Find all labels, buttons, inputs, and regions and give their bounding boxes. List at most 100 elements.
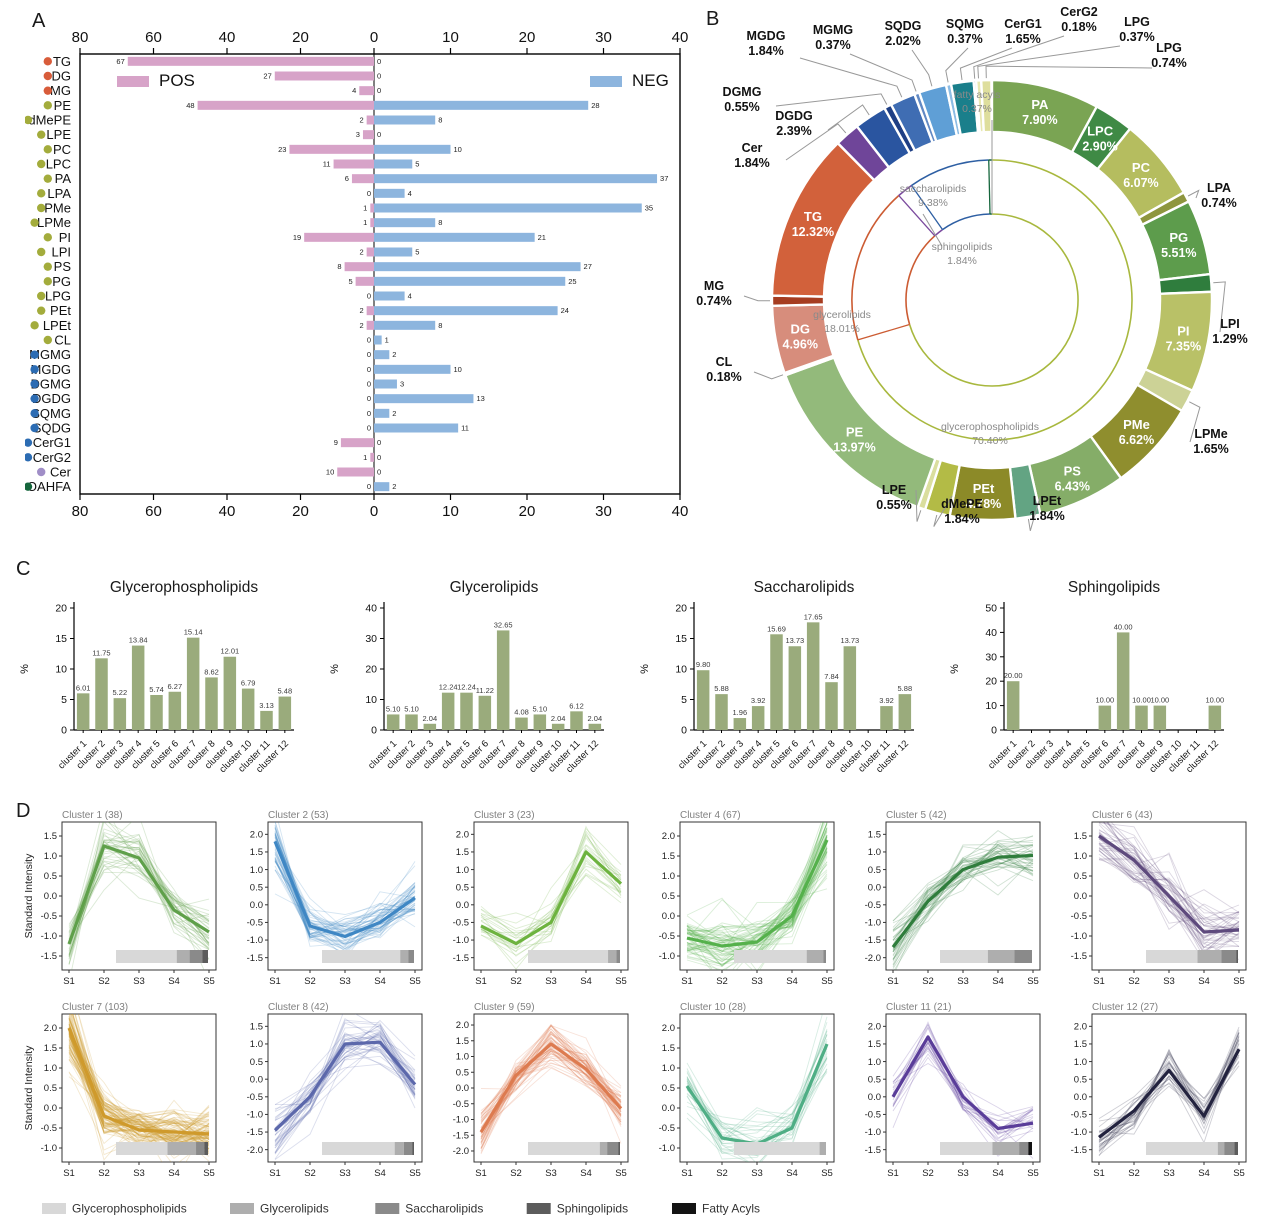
- value-pos: 6: [345, 174, 349, 183]
- segment-name: DG: [790, 321, 810, 336]
- bar-neg: [374, 320, 436, 330]
- bar-cluster 7: [186, 637, 200, 730]
- value-neg: 37: [660, 174, 668, 183]
- y-tick-label: -1.0: [247, 1110, 263, 1121]
- category-label: MG: [50, 83, 71, 98]
- category-label: SQMG: [31, 406, 71, 421]
- row-MG: MG 4 0: [43, 83, 381, 98]
- bar-cluster 4: [751, 706, 765, 730]
- y-tick-label: -1.0: [659, 1143, 675, 1154]
- y-tick-label: 0.0: [1074, 891, 1087, 902]
- bar-pos: [197, 100, 374, 110]
- segment-name: LPG: [1124, 15, 1150, 29]
- y-tick-label: 1.5: [662, 1043, 675, 1054]
- category-label: PS: [54, 259, 72, 274]
- pos-swatch: [117, 76, 149, 87]
- y-tick-label: 1.0: [662, 1063, 675, 1074]
- plot-border: [473, 821, 629, 971]
- y-tick-label: 0.5: [1074, 1074, 1087, 1085]
- lines-group: [1098, 822, 1240, 963]
- row-DGDG: DGDG 0 13: [30, 391, 485, 406]
- y-tick-label: 1.0: [44, 851, 57, 862]
- row-LPC: LPC 11 5: [37, 157, 419, 172]
- composition-segment: [322, 950, 401, 963]
- mean-line: [891, 853, 1034, 949]
- tick-label: 80: [72, 29, 89, 46]
- category-label: MGMG: [29, 347, 71, 362]
- bar-value: 12.24: [439, 683, 458, 692]
- value-pos: 10: [326, 468, 334, 477]
- category-dot: [37, 189, 46, 198]
- legend-item: Sphingolipids: [526, 1202, 628, 1216]
- subplot-svg-5: Cluster 5 (42) -2.0 -1.5 -1.0 -0.5 0.0 0.5 1.0 1…: [865, 810, 1041, 987]
- composition-inset: [940, 950, 1032, 963]
- bar-value: 6.01: [76, 683, 91, 692]
- bar-value: 5.48: [278, 687, 293, 696]
- segment-pct: 5.51%: [1161, 246, 1196, 260]
- value-neg: 28: [591, 101, 599, 110]
- bar-cluster 8: [825, 682, 838, 730]
- segment-pct: 7.35%: [1166, 340, 1201, 354]
- x-tick-label: S3: [1163, 1168, 1175, 1179]
- composition-segment: [823, 950, 826, 963]
- mean-line: [1098, 834, 1240, 934]
- y-tick-label: 0.5: [456, 1067, 469, 1078]
- bar-cluster 7: [1116, 632, 1130, 730]
- plot-border: [79, 53, 681, 495]
- bar-pos: [355, 276, 374, 286]
- composition-segment: [1014, 950, 1032, 963]
- y-tick-label: -0.5: [453, 1099, 469, 1110]
- bar-cluster 11: [570, 711, 583, 730]
- bar-cluster 2: [715, 694, 728, 730]
- leader-LPA: [1187, 189, 1200, 199]
- bar-pos: [359, 86, 374, 96]
- x-tick-label: S3: [545, 976, 557, 987]
- value-neg: 4: [408, 292, 412, 301]
- segment-pct: 6.43%: [1055, 480, 1090, 494]
- category-label: DG: [52, 69, 72, 84]
- bar-value: 11.22: [476, 686, 494, 695]
- value-pos: 23: [278, 145, 286, 154]
- y-tick-label: 10: [675, 664, 687, 676]
- bar-value: 6.12: [569, 701, 584, 710]
- composition-segment: [116, 950, 177, 963]
- row-MGMG: MGMG 0 2: [29, 347, 396, 362]
- subplot-svg-6: Cluster 6 (43) -1.5 -1.0 -0.5 0.0 0.5 1.0 1.5 S1…: [1071, 810, 1247, 987]
- category-pct: 0.37%: [962, 103, 992, 115]
- category-dot: [43, 335, 52, 345]
- value-neg: 0: [377, 86, 381, 95]
- bar-value: 1.96: [733, 708, 748, 717]
- bar-neg: [374, 218, 436, 228]
- value-neg: 0: [377, 130, 381, 139]
- bar-cluster 1: [1006, 681, 1020, 730]
- leader-MG: [743, 295, 770, 302]
- row-LPEt: LPEt 2 8: [30, 318, 442, 333]
- x-tick-label: S1: [63, 1168, 75, 1179]
- composition-segment: [196, 1142, 205, 1155]
- y-tick-label: 2.0: [44, 1023, 57, 1034]
- bar-neg: [374, 262, 581, 272]
- x-tick-label: S4: [374, 976, 386, 987]
- row-DG: DG 27 0: [43, 69, 381, 84]
- bar-pos: [362, 130, 374, 140]
- bar-cluster 6: [478, 695, 492, 730]
- value-pos: 5: [348, 277, 352, 286]
- category-label: LPI: [51, 245, 71, 260]
- value-neg: 0: [377, 453, 381, 462]
- y-axis-label: Standard Intensity: [23, 1045, 35, 1130]
- value-pos: 0: [367, 482, 371, 491]
- value-pos: 0: [367, 424, 371, 433]
- y-axis-label: Standard Intensity: [23, 853, 35, 938]
- sphingolipids-leader: [922, 213, 943, 247]
- y-tick-label: -0.5: [659, 1123, 675, 1134]
- y-tick-label: -1.0: [247, 935, 263, 946]
- y-tick-label: 1.0: [1074, 1057, 1087, 1068]
- bar-pos: [366, 306, 374, 316]
- y-tick-label: 30: [365, 633, 377, 645]
- segment-name: LPA: [1207, 181, 1231, 195]
- legend: POS NEG: [117, 71, 669, 90]
- bar-neg: [374, 408, 390, 418]
- bar-pos: [370, 203, 374, 213]
